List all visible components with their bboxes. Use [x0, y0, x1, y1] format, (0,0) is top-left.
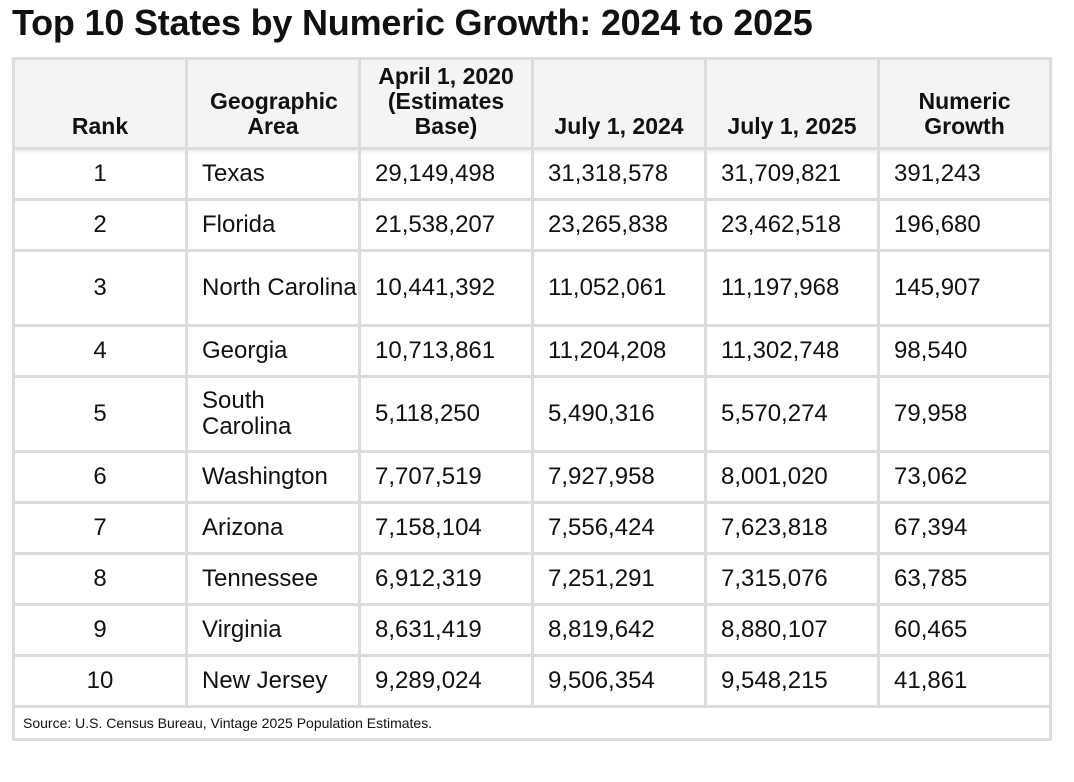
cell-july-2025: 11,197,968	[704, 249, 880, 327]
population-growth-table-container: Rank Geographic Area April 1, 2020 (Esti…	[12, 57, 1052, 741]
cell-geographic-area: Texas	[185, 147, 361, 201]
cell-july-2024: 31,318,578	[531, 147, 707, 201]
cell-estimates-base: 10,441,392	[358, 249, 534, 327]
cell-july-2024: 23,265,838	[531, 198, 707, 252]
cell-numeric-growth: 67,394	[877, 501, 1052, 555]
cell-july-2025: 8,001,020	[704, 450, 880, 504]
cell-rank: 10	[12, 654, 188, 708]
cell-estimates-base: 7,158,104	[358, 501, 534, 555]
cell-estimates-base: 7,707,519	[358, 450, 534, 504]
cell-numeric-growth: 145,907	[877, 249, 1052, 327]
cell-geographic-area: Arizona	[185, 501, 361, 555]
population-growth-table: Rank Geographic Area April 1, 2020 (Esti…	[12, 57, 1052, 741]
header-geographic-area: Geographic Area	[185, 57, 361, 150]
table-row: 6 Washington 7,707,519 7,927,958 8,001,020 73…	[12, 450, 1052, 504]
cell-numeric-growth: 196,680	[877, 198, 1052, 252]
cell-estimates-base: 5,118,250	[358, 375, 534, 453]
cell-geographic-area: North Carolina	[185, 249, 361, 327]
cell-numeric-growth: 73,062	[877, 450, 1052, 504]
cell-july-2024: 5,490,316	[531, 375, 707, 453]
table-footer: Source: U.S. Census Bureau, Vintage 2025…	[12, 705, 1052, 741]
cell-estimates-base: 9,289,024	[358, 654, 534, 708]
cell-july-2025: 5,570,274	[704, 375, 880, 453]
cell-july-2025: 7,623,818	[704, 501, 880, 555]
cell-geographic-area: Florida	[185, 198, 361, 252]
header-july-2025: July 1, 2025	[704, 57, 880, 150]
table-row: 9 Virginia 8,631,419 8,819,642 8,880,107 60,4…	[12, 603, 1052, 657]
cell-july-2024: 7,927,958	[531, 450, 707, 504]
cell-geographic-area: Tennessee	[185, 552, 361, 606]
cell-rank: 2	[12, 198, 188, 252]
table-row: 4 Georgia 10,713,861 11,204,208 11,302,748 98…	[12, 324, 1052, 378]
cell-estimates-base: 8,631,419	[358, 603, 534, 657]
cell-july-2025: 23,462,518	[704, 198, 880, 252]
cell-numeric-growth: 63,785	[877, 552, 1052, 606]
cell-estimates-base: 29,149,498	[358, 147, 534, 201]
header-row: Rank Geographic Area April 1, 2020 (Esti…	[12, 57, 1052, 150]
cell-geographic-area: Virginia	[185, 603, 361, 657]
cell-estimates-base: 6,912,319	[358, 552, 534, 606]
cell-rank: 6	[12, 450, 188, 504]
header-numeric-growth: Numeric Growth	[877, 57, 1052, 150]
cell-july-2024: 11,052,061	[531, 249, 707, 327]
cell-estimates-base: 21,538,207	[358, 198, 534, 252]
table-row: 5 South Carolina 5,118,250 5,490,316 5,570,2…	[12, 375, 1052, 453]
cell-numeric-growth: 98,540	[877, 324, 1052, 378]
cell-geographic-area: Washington	[185, 450, 361, 504]
table-row: 10 New Jersey 9,289,024 9,506,354 9,548,215 4…	[12, 654, 1052, 708]
cell-numeric-growth: 41,861	[877, 654, 1052, 708]
cell-july-2025: 31,709,821	[704, 147, 880, 201]
page-title: Top 10 States by Numeric Growth: 2024 to…	[12, 2, 813, 43]
header-estimates-base: April 1, 2020 (Estimates Base)	[358, 57, 534, 150]
source-row: Source: U.S. Census Bureau, Vintage 2025…	[12, 705, 1052, 741]
table-body: 1 Texas 29,149,498 31,318,578 31,709,821 391,…	[12, 147, 1052, 708]
cell-july-2024: 8,819,642	[531, 603, 707, 657]
cell-geographic-area: New Jersey	[185, 654, 361, 708]
cell-rank: 4	[12, 324, 188, 378]
cell-rank: 5	[12, 375, 188, 453]
cell-july-2024: 7,556,424	[531, 501, 707, 555]
table-row: 2 Florida 21,538,207 23,265,838 23,462,518 19…	[12, 198, 1052, 252]
cell-july-2024: 7,251,291	[531, 552, 707, 606]
table-row: 7 Arizona 7,158,104 7,556,424 7,623,818 67,39…	[12, 501, 1052, 555]
cell-rank: 8	[12, 552, 188, 606]
table-row: 1 Texas 29,149,498 31,318,578 31,709,821 391,…	[12, 147, 1052, 201]
cell-rank: 9	[12, 603, 188, 657]
cell-july-2025: 11,302,748	[704, 324, 880, 378]
cell-numeric-growth: 79,958	[877, 375, 1052, 453]
header-july-2024: July 1, 2024	[531, 57, 707, 150]
cell-rank: 1	[12, 147, 188, 201]
cell-rank: 3	[12, 249, 188, 327]
source-note: Source: U.S. Census Bureau, Vintage 2025…	[12, 705, 1052, 741]
table-row: 3 North Carolina 10,441,392 11,052,061 11,19…	[12, 249, 1052, 327]
cell-rank: 7	[12, 501, 188, 555]
cell-numeric-growth: 391,243	[877, 147, 1052, 201]
cell-july-2024: 9,506,354	[531, 654, 707, 708]
cell-july-2025: 7,315,076	[704, 552, 880, 606]
cell-july-2025: 8,880,107	[704, 603, 880, 657]
cell-july-2024: 11,204,208	[531, 324, 707, 378]
table-header: Rank Geographic Area April 1, 2020 (Esti…	[12, 57, 1052, 150]
table-row: 8 Tennessee 6,912,319 7,251,291 7,315,076 63,…	[12, 552, 1052, 606]
cell-estimates-base: 10,713,861	[358, 324, 534, 378]
cell-geographic-area: South Carolina	[185, 375, 361, 453]
cell-geographic-area: Georgia	[185, 324, 361, 378]
cell-july-2025: 9,548,215	[704, 654, 880, 708]
cell-numeric-growth: 60,465	[877, 603, 1052, 657]
header-rank: Rank	[12, 57, 188, 150]
